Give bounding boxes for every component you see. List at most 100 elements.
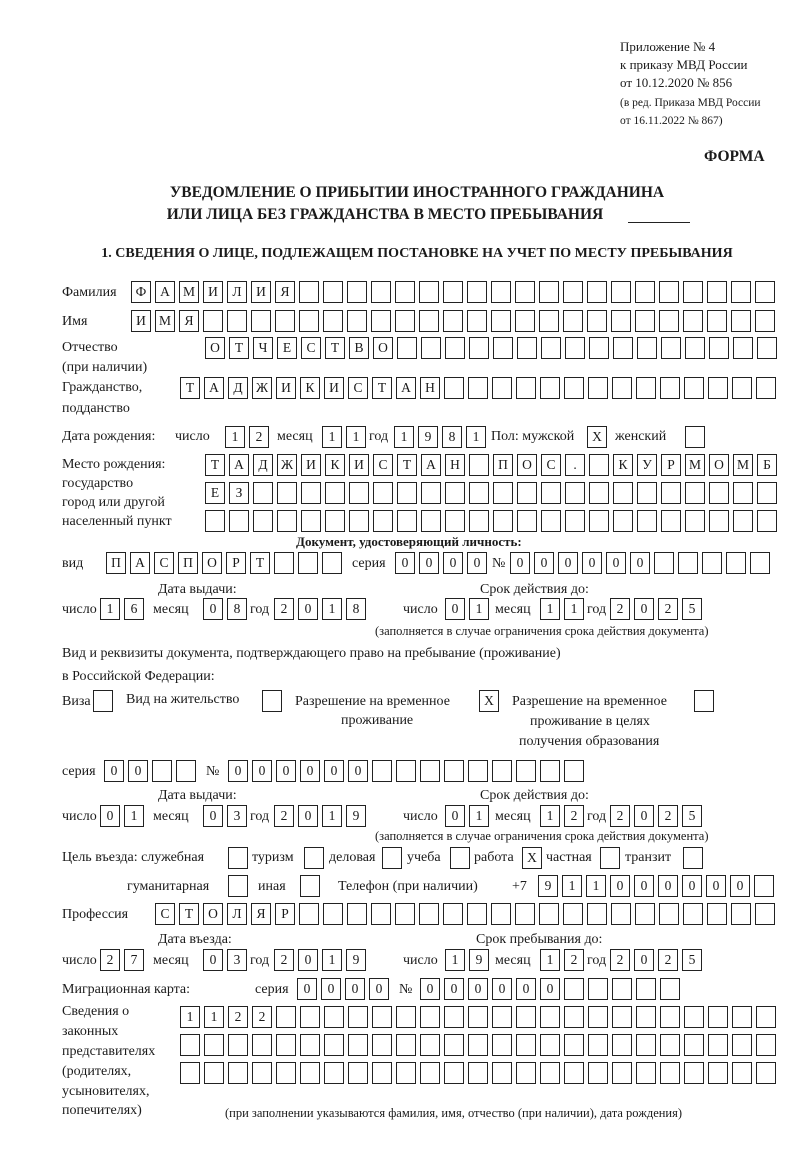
box-cell[interactable]: 0 [252, 760, 272, 782]
box-cell[interactable] [395, 310, 415, 332]
box-cell[interactable] [517, 482, 537, 504]
box-cell[interactable] [683, 281, 703, 303]
box-cell[interactable] [587, 903, 607, 925]
box-cell[interactable] [253, 510, 273, 532]
box-cell[interactable] [731, 903, 751, 925]
box-cell[interactable]: 1 [322, 598, 342, 620]
box-cell[interactable] [348, 1034, 368, 1056]
box-cell[interactable] [600, 847, 620, 869]
box-cell[interactable] [564, 1006, 584, 1028]
box-cell[interactable] [683, 903, 703, 925]
box-cell[interactable]: 2 [100, 949, 120, 971]
box-cell[interactable]: И [131, 310, 151, 332]
box-cell[interactable] [382, 847, 402, 869]
box-cell[interactable] [419, 903, 439, 925]
box-cell[interactable]: 1 [204, 1006, 224, 1028]
sex-female-checkbox[interactable] [685, 426, 706, 448]
box-cell[interactable]: X [587, 426, 607, 448]
box-cell[interactable]: О [205, 337, 225, 359]
box-cell[interactable] [757, 510, 777, 532]
box-cell[interactable] [637, 510, 657, 532]
box-cell[interactable] [708, 377, 728, 399]
box-cell[interactable]: 7 [124, 949, 144, 971]
box-cell[interactable]: Б [757, 454, 777, 476]
box-cell[interactable] [445, 337, 465, 359]
box-cell[interactable] [726, 552, 746, 574]
box-cell[interactable] [612, 978, 632, 1000]
box-cell[interactable] [613, 510, 633, 532]
box-cell[interactable] [444, 1034, 464, 1056]
box-cell[interactable] [277, 482, 297, 504]
box-cell[interactable]: О [373, 337, 393, 359]
box-cell[interactable] [589, 337, 609, 359]
box-cell[interactable]: О [203, 903, 223, 925]
box-cell[interactable]: П [178, 552, 198, 574]
box-cell[interactable]: 0 [203, 598, 223, 620]
box-cell[interactable] [635, 903, 655, 925]
box-cell[interactable] [661, 510, 681, 532]
box-cell[interactable] [419, 281, 439, 303]
box-cell[interactable] [685, 510, 705, 532]
box-cell[interactable] [419, 310, 439, 332]
box-cell[interactable] [613, 482, 633, 504]
box-cell[interactable]: Л [227, 281, 247, 303]
box-cell[interactable] [589, 482, 609, 504]
box-cell[interactable] [637, 337, 657, 359]
box-cell[interactable] [683, 847, 703, 869]
box-cell[interactable] [371, 903, 391, 925]
box-cell[interactable]: 1 [586, 875, 606, 897]
box-cell[interactable] [450, 847, 470, 869]
box-cell[interactable] [274, 552, 294, 574]
box-cell[interactable] [347, 281, 367, 303]
box-cell[interactable]: 0 [203, 949, 223, 971]
box-cell[interactable]: X [479, 690, 499, 712]
place-of-stay-blank[interactable] [628, 222, 690, 223]
box-cell[interactable]: 8 [227, 598, 247, 620]
purpose-private-checkbox[interactable] [600, 847, 621, 869]
box-cell[interactable]: 0 [444, 978, 464, 1000]
box-cell[interactable] [661, 482, 681, 504]
box-cell[interactable] [371, 281, 391, 303]
box-cell[interactable]: 0 [321, 978, 341, 1000]
box-cell[interactable]: 1 [322, 949, 342, 971]
purpose-tourism-checkbox[interactable] [304, 847, 325, 869]
box-cell[interactable]: И [349, 454, 369, 476]
box-cell[interactable] [685, 337, 705, 359]
box-cell[interactable] [588, 1006, 608, 1028]
box-cell[interactable]: В [349, 337, 369, 359]
box-cell[interactable]: 2 [274, 598, 294, 620]
box-cell[interactable]: 2 [658, 805, 678, 827]
box-cell[interactable] [660, 1034, 680, 1056]
box-cell[interactable] [516, 1034, 536, 1056]
box-cell[interactable] [323, 903, 343, 925]
box-cell[interactable] [420, 760, 440, 782]
box-cell[interactable]: О [517, 454, 537, 476]
box-cell[interactable]: 0 [298, 949, 318, 971]
box-cell[interactable]: 5 [682, 949, 702, 971]
box-cell[interactable] [636, 1062, 656, 1084]
box-cell[interactable] [612, 377, 632, 399]
box-cell[interactable]: 1 [540, 805, 560, 827]
box-cell[interactable] [733, 510, 753, 532]
purpose-study-checkbox[interactable] [450, 847, 471, 869]
box-cell[interactable]: Т [250, 552, 270, 574]
box-cell[interactable]: 9 [418, 426, 438, 448]
box-cell[interactable] [539, 281, 559, 303]
box-cell[interactable] [93, 690, 113, 712]
box-cell[interactable]: Т [179, 903, 199, 925]
box-cell[interactable]: О [709, 454, 729, 476]
box-cell[interactable]: 1 [346, 426, 366, 448]
box-cell[interactable] [636, 1006, 656, 1028]
box-cell[interactable] [276, 1034, 296, 1056]
box-cell[interactable] [517, 337, 537, 359]
box-cell[interactable] [637, 482, 657, 504]
purpose-transit-checkbox[interactable] [683, 847, 704, 869]
box-cell[interactable] [468, 760, 488, 782]
